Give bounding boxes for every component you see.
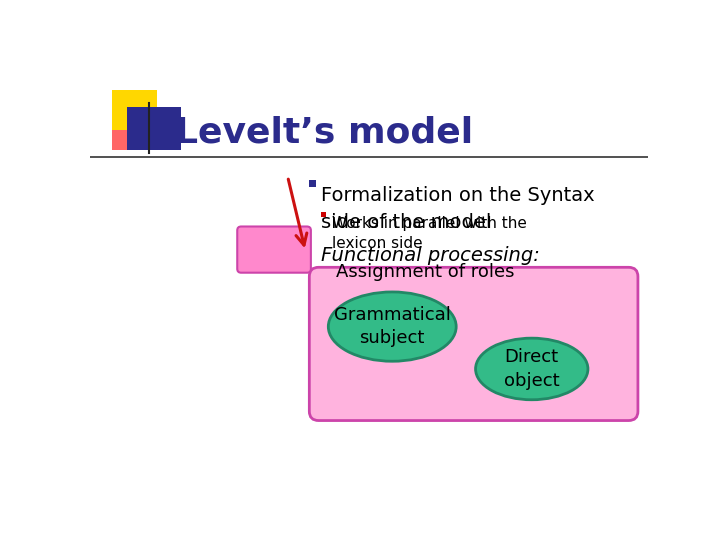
FancyBboxPatch shape [321, 212, 326, 217]
FancyBboxPatch shape [117, 120, 141, 150]
FancyBboxPatch shape [117, 120, 141, 150]
Text: Levelt’s model: Levelt’s model [175, 116, 473, 150]
FancyBboxPatch shape [115, 120, 141, 150]
FancyBboxPatch shape [114, 120, 141, 150]
FancyBboxPatch shape [114, 120, 141, 150]
FancyBboxPatch shape [117, 120, 141, 150]
FancyBboxPatch shape [118, 120, 141, 150]
FancyBboxPatch shape [113, 120, 141, 150]
Text: Works in parallel with the
lexicon side: Works in parallel with the lexicon side [332, 217, 526, 251]
FancyBboxPatch shape [114, 120, 141, 150]
FancyBboxPatch shape [114, 120, 141, 150]
FancyBboxPatch shape [118, 120, 141, 150]
FancyBboxPatch shape [112, 120, 141, 150]
FancyBboxPatch shape [119, 120, 141, 150]
Text: Grammatical
subject: Grammatical subject [334, 306, 451, 347]
Ellipse shape [476, 338, 588, 400]
Ellipse shape [328, 292, 456, 361]
FancyBboxPatch shape [112, 120, 141, 150]
FancyBboxPatch shape [238, 226, 311, 273]
Text: Formalization on the Syntax
side of the model: Formalization on the Syntax side of the … [321, 186, 595, 232]
FancyBboxPatch shape [117, 120, 141, 150]
FancyBboxPatch shape [116, 120, 141, 150]
Text: Functional processing:: Functional processing: [321, 246, 540, 265]
FancyBboxPatch shape [112, 90, 157, 130]
FancyBboxPatch shape [113, 120, 141, 150]
Text: Assignment of roles: Assignment of roles [336, 264, 515, 281]
FancyBboxPatch shape [309, 179, 316, 187]
FancyBboxPatch shape [310, 267, 638, 421]
FancyBboxPatch shape [116, 120, 141, 150]
FancyBboxPatch shape [112, 120, 141, 150]
Text: Direct
object: Direct object [504, 348, 559, 390]
FancyBboxPatch shape [127, 107, 181, 150]
